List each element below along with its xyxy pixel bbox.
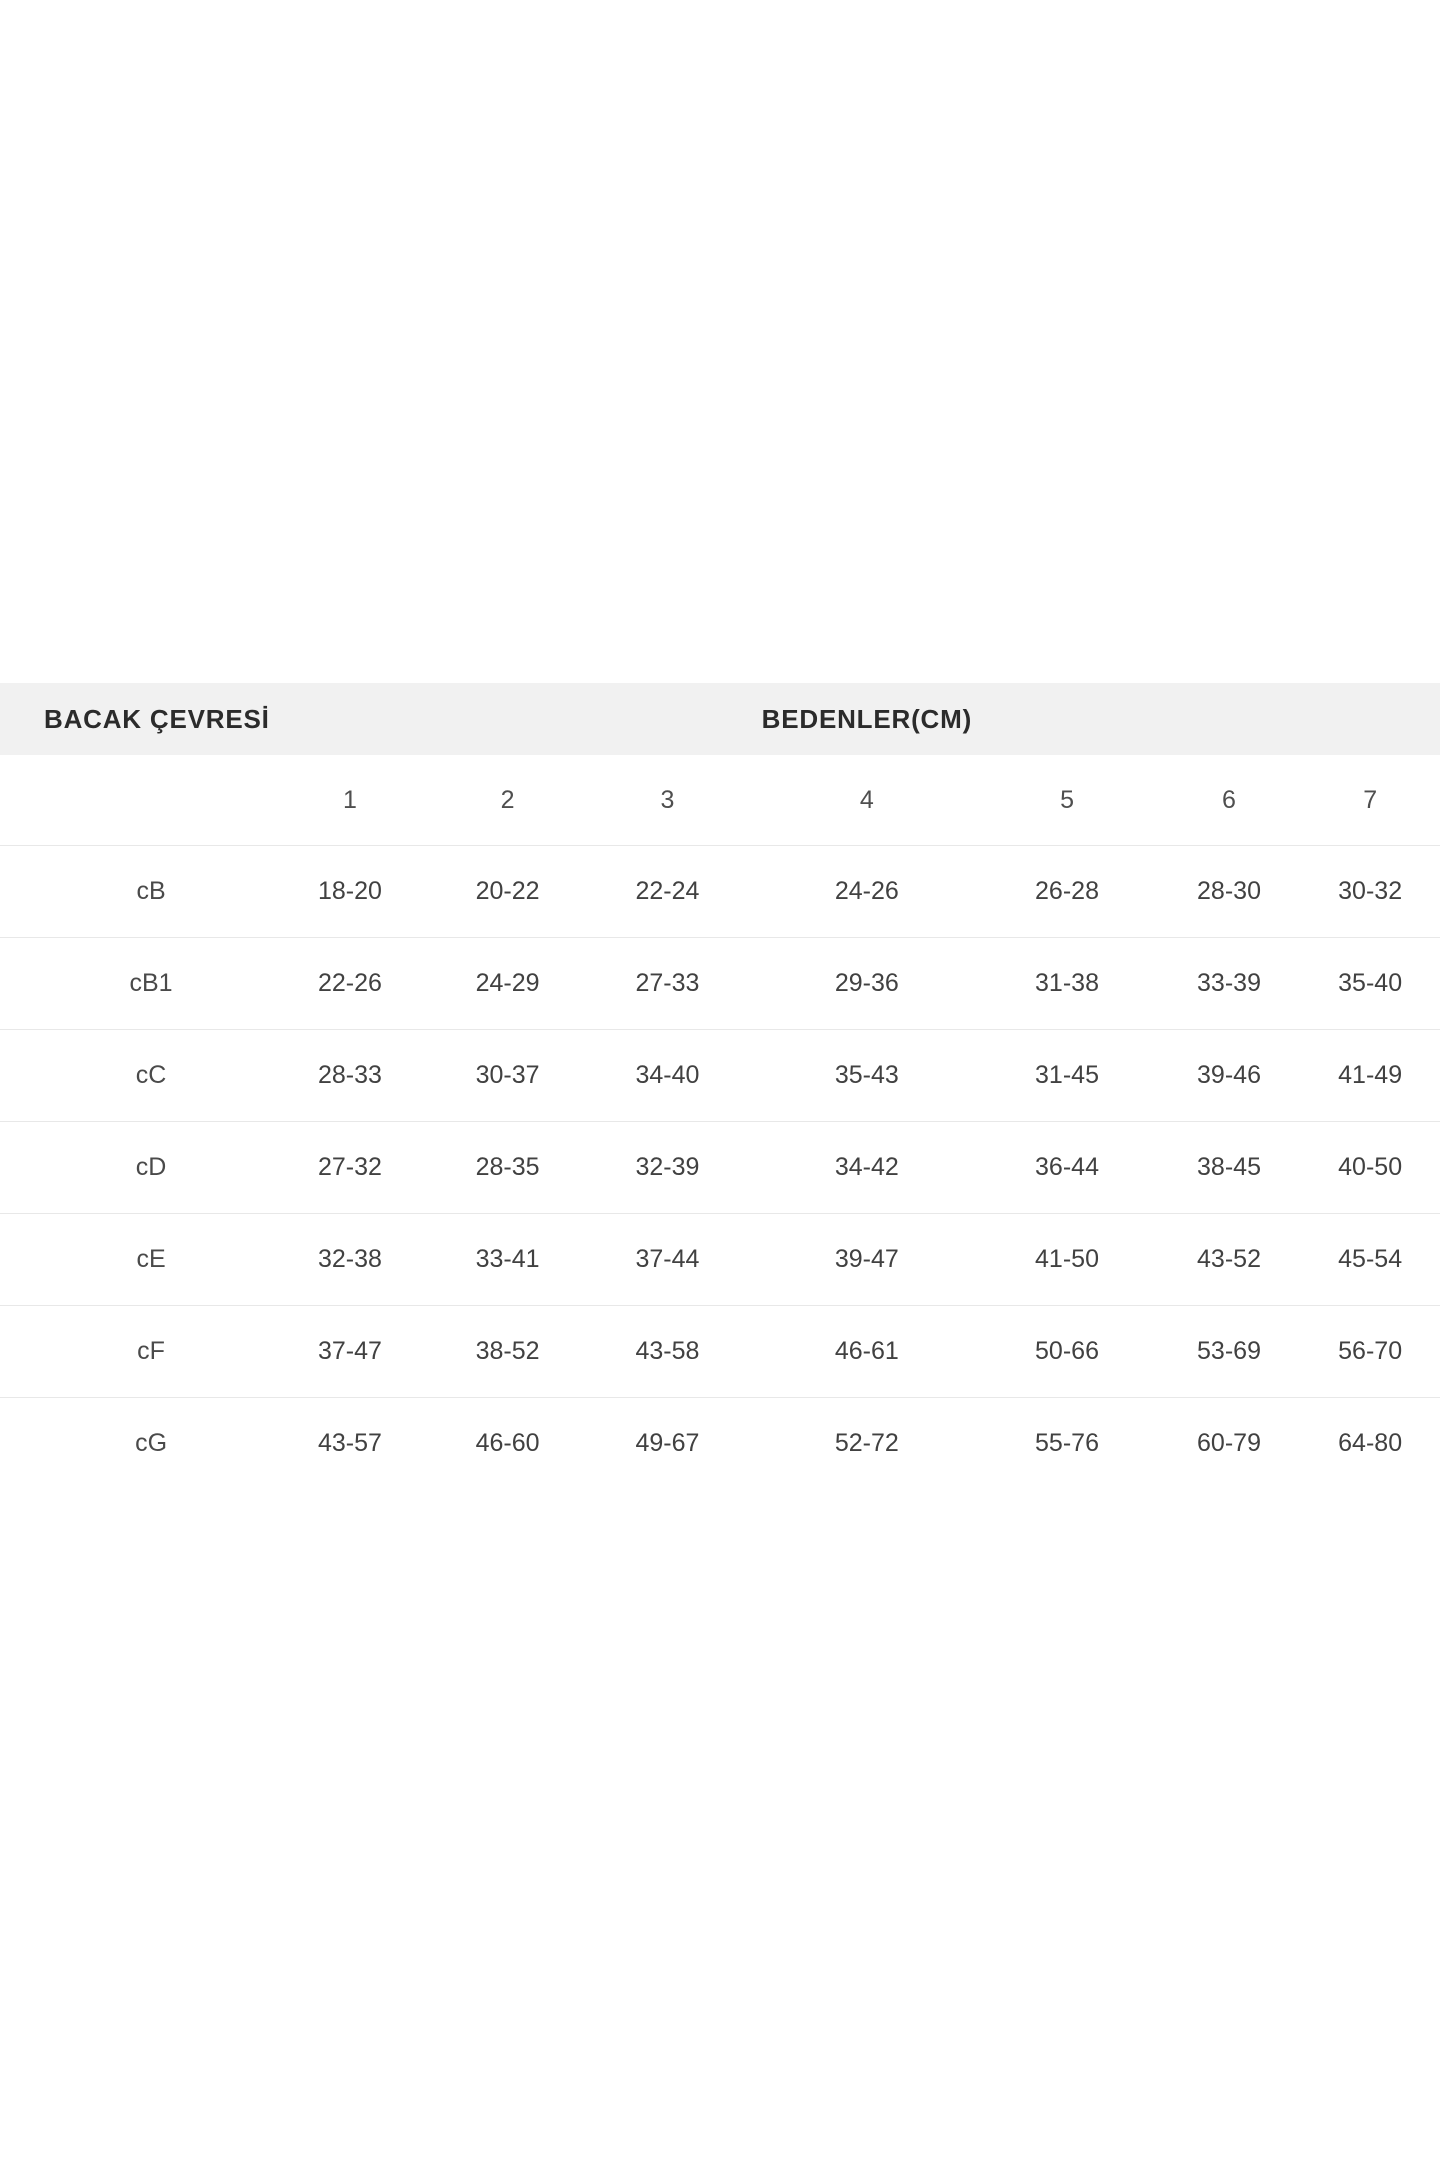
table-header-band: BACAK ÇEVRESİ BEDENLER(CM)	[0, 683, 1440, 755]
header-band-spacer	[976, 683, 1158, 755]
value-cell: 28-35	[437, 1121, 578, 1214]
leg-circumference-header-cell: BACAK ÇEVRESİ	[0, 683, 269, 755]
value-cell: 50-66	[976, 1305, 1158, 1398]
row-label: cE	[0, 1213, 263, 1306]
value-cell: 39-47	[757, 1213, 977, 1306]
leg-circumference-label: BACAK ÇEVRESİ	[44, 703, 270, 734]
value-cell: 46-61	[757, 1305, 977, 1398]
value-cell: 24-26	[757, 845, 977, 938]
value-cell: 35-43	[757, 1029, 977, 1122]
row-label: cG	[0, 1397, 263, 1489]
value-cell: 38-45	[1157, 1121, 1301, 1214]
value-cell: 49-67	[577, 1397, 758, 1489]
value-cell: 37-44	[577, 1213, 758, 1306]
row-label: cD	[0, 1121, 263, 1214]
row-label: cF	[0, 1305, 263, 1398]
value-cell: 27-32	[262, 1121, 438, 1214]
size-number-row: 1 2 3 4 5 6 7	[0, 755, 1440, 846]
value-cell: 64-80	[1300, 1397, 1440, 1489]
size-row-cG: cG 43-57 46-60 49-67 52-72 55-76 60-79 6…	[0, 1397, 1440, 1489]
row-label: cB	[0, 845, 263, 938]
sizes-label: BEDENLER(CM)	[761, 703, 973, 734]
value-cell: 22-26	[262, 937, 438, 1030]
value-cell: 28-30	[1157, 845, 1301, 938]
value-cell: 60-79	[1157, 1397, 1301, 1489]
size-row-cC: cC 28-33 30-37 34-40 35-43 31-45 39-46 4…	[0, 1029, 1440, 1122]
value-cell: 39-46	[1157, 1029, 1301, 1122]
size-number-row-spacer	[0, 755, 262, 846]
value-cell: 38-52	[437, 1305, 578, 1398]
value-cell: 43-58	[577, 1305, 758, 1398]
value-cell: 43-52	[1157, 1213, 1301, 1306]
value-cell: 33-41	[437, 1213, 578, 1306]
value-cell: 45-54	[1300, 1213, 1440, 1306]
value-cell: 31-45	[976, 1029, 1158, 1122]
size-column-6: 6	[1222, 785, 1236, 814]
value-cell: 35-40	[1300, 937, 1440, 1030]
value-cell: 31-38	[976, 937, 1158, 1030]
row-label: cC	[0, 1029, 263, 1122]
value-cell: 33-39	[1157, 937, 1301, 1030]
value-cell: 41-49	[1300, 1029, 1440, 1122]
value-cell: 52-72	[757, 1397, 977, 1489]
size-column-7: 7	[1363, 785, 1378, 814]
value-cell: 36-44	[976, 1121, 1158, 1214]
value-cell: 27-33	[577, 937, 758, 1030]
value-cell: 56-70	[1300, 1305, 1440, 1398]
value-cell: 28-33	[262, 1029, 438, 1122]
value-cell: 40-50	[1300, 1121, 1440, 1214]
value-cell: 18-20	[262, 845, 438, 938]
size-row-cF: cF 37-47 38-52 43-58 46-61 50-66 53-69 5…	[0, 1305, 1440, 1398]
size-row-cE: cE 32-38 33-41 37-44 39-47 41-50 43-52 4…	[0, 1213, 1440, 1306]
value-cell: 41-50	[976, 1213, 1158, 1306]
value-cell: 30-32	[1300, 845, 1440, 938]
size-column-1: 1	[342, 785, 357, 814]
value-cell: 34-40	[577, 1029, 758, 1122]
value-cell: 32-38	[262, 1213, 438, 1306]
header-band-spacer	[577, 683, 758, 755]
header-band-spacer	[1157, 683, 1301, 755]
value-cell: 22-24	[577, 845, 758, 938]
value-cell: 55-76	[976, 1397, 1158, 1489]
value-cell: 53-69	[1157, 1305, 1301, 1398]
size-column-5: 5	[1060, 785, 1074, 814]
value-cell: 29-36	[757, 937, 977, 1030]
sizes-header-cell: BEDENLER(CM)	[757, 683, 977, 755]
value-cell: 30-37	[437, 1029, 578, 1122]
size-table: BACAK ÇEVRESİ BEDENLER(CM) 1 2 3 4 5 6	[0, 683, 1440, 1489]
value-cell: 24-29	[437, 937, 578, 1030]
size-column-2: 2	[500, 785, 515, 814]
value-cell: 32-39	[577, 1121, 758, 1214]
value-cell: 34-42	[757, 1121, 977, 1214]
size-row-cD: cD 27-32 28-35 32-39 34-42 36-44 38-45 4…	[0, 1121, 1440, 1214]
size-row-cB: cB 18-20 20-22 22-24 24-26 26-28 28-30 3…	[0, 845, 1440, 938]
value-cell: 43-57	[262, 1397, 438, 1489]
header-band-spacer	[262, 683, 438, 755]
header-band-spacer	[437, 683, 578, 755]
value-cell: 26-28	[976, 845, 1158, 938]
value-cell: 46-60	[437, 1397, 578, 1489]
header-band-spacer	[1300, 683, 1440, 755]
value-cell: 20-22	[437, 845, 578, 938]
size-column-3: 3	[660, 785, 675, 814]
size-column-4: 4	[859, 785, 874, 814]
value-cell: 37-47	[262, 1305, 438, 1398]
row-label: cB1	[0, 937, 263, 1030]
size-row-cB1: cB1 22-26 24-29 27-33 29-36 31-38 33-39 …	[0, 937, 1440, 1030]
